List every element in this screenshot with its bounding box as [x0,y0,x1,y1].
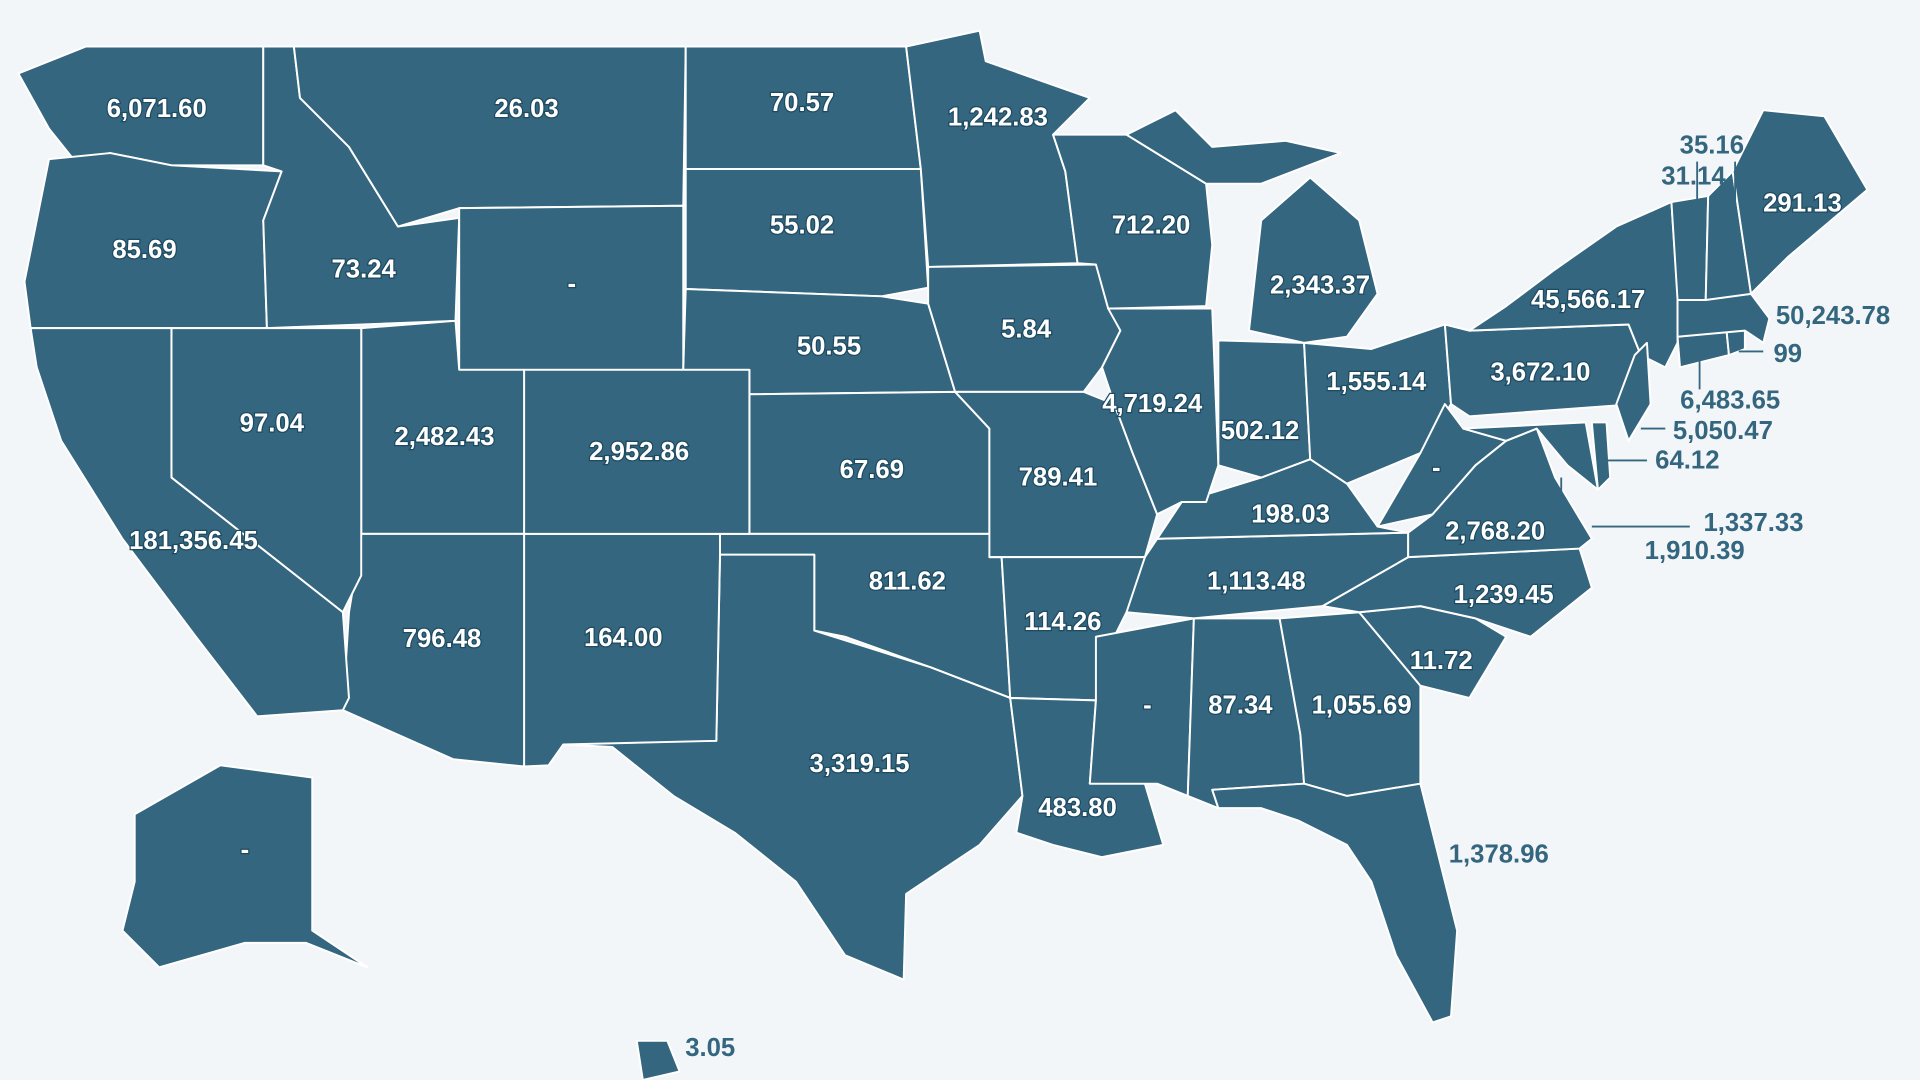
value-label: 73.24 [332,255,397,283]
value-label: 31.14 [1661,162,1726,190]
state [121,764,369,969]
value-label: 97.04 [240,410,305,438]
value-label: 3,672.10 [1490,358,1590,386]
value-label: 1,910.39 [1645,537,1745,565]
value-label: 1,239.45 [1454,581,1554,609]
value-label: 1,242.83 [948,104,1048,132]
value-label: 70.57 [770,89,834,117]
state [635,1039,681,1080]
state [1462,421,1599,491]
value-label: 11.72 [1410,647,1473,675]
state [1407,427,1593,559]
state [1615,341,1652,442]
value-label: 1,555.14 [1326,368,1427,396]
value-label: 1,378.96 [1449,841,1549,869]
state [1670,194,1710,301]
value-label: 67.69 [840,456,904,484]
value-label: 796.48 [403,625,482,653]
state [1731,109,1869,295]
value-label: 291.13 [1763,189,1842,217]
state [954,390,1159,559]
state [1101,307,1220,516]
value-label: 87.34 [1208,691,1273,719]
value-label: 1,055.69 [1312,691,1412,719]
value-label: 1,337.33 [1703,509,1803,537]
value-label: - [241,836,250,864]
value-label: 198.03 [1251,500,1330,528]
value-label: 2,952.86 [589,438,689,466]
state [1217,339,1312,479]
value-label: 2,343.37 [1270,271,1370,299]
leader-lines [1560,161,1766,539]
value-label: - [568,270,577,298]
value-label: 99 [1773,340,1802,368]
value-label: 3,319.15 [810,750,910,778]
value-label: 55.02 [770,211,834,239]
value-label: - [1432,454,1441,482]
value-labels: 6,071.60 26.03 70.57 1,242.83 85.69 73.2… [105,88,1890,1063]
value-label: 164.00 [584,624,663,652]
value-label: 2,768.20 [1445,517,1545,545]
value-label: 5.84 [1001,315,1052,343]
value-label: 789.41 [1019,464,1098,492]
value-label: 3.05 [685,1034,735,1062]
state [1125,109,1342,185]
state [1248,176,1379,344]
value-label: 4,719.24 [1102,390,1203,418]
value-label: 35.16 [1680,132,1744,160]
state [523,532,721,768]
value-label: 50,243.78 [1776,302,1890,330]
state [29,327,350,718]
value-label: 811.62 [869,568,946,596]
value-label: 85.69 [112,236,176,264]
value-label: 50.55 [797,333,861,361]
state-shapes [17,29,1869,1080]
state [1088,617,1195,797]
value-label: 5,050.47 [1673,417,1773,445]
value-label: 26.03 [494,95,558,123]
value-label: 2,482.43 [394,423,494,451]
state [1590,421,1612,491]
value-label: 181,356.45 [129,527,258,555]
value-label: - [1143,691,1152,719]
value-label: 6,483.65 [1680,386,1780,414]
value-label: 64.12 [1655,446,1719,474]
value-label: 712.20 [1112,211,1191,239]
value-label: 114.26 [1024,608,1101,636]
value-label: 483.80 [1038,794,1117,822]
state [1211,782,1459,1024]
value-label: 1,113.48 [1207,568,1306,596]
state [684,168,930,298]
value-label: 45,566.17 [1531,286,1645,314]
value-label: 502.12 [1221,417,1300,445]
value-label: 6,071.60 [107,95,207,123]
